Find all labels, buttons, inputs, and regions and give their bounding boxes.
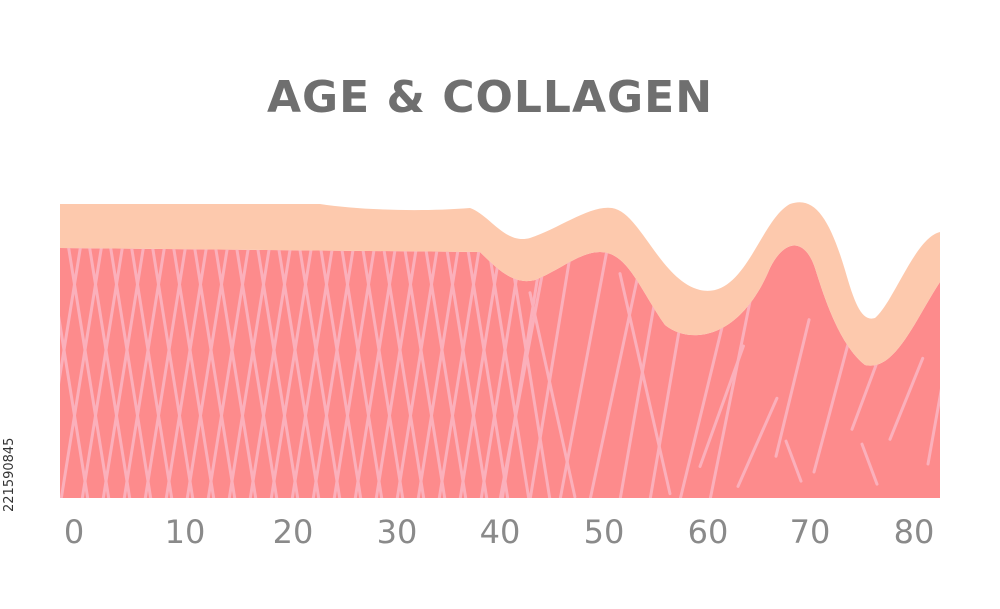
axis-tick-10: 10: [165, 513, 206, 551]
collagen-fiber-9: [122, 245, 174, 498]
axis-tick-40: 40: [480, 513, 521, 551]
collagen-fiber-21: [248, 245, 300, 498]
age-axis: 0 10 20 30 40 50 60 70 80: [64, 513, 935, 551]
collagen-fiber-52: [618, 272, 672, 496]
collagen-fiber-19: [227, 245, 279, 498]
collagen-fiber-11: [143, 245, 195, 498]
collagen-fiber-56: [698, 344, 745, 468]
axis-tick-70: 70: [790, 513, 831, 551]
collagen-fiber-3: [60, 245, 111, 498]
axis-tick-80: 80: [894, 513, 935, 551]
collagen-fiber-7: [101, 245, 153, 498]
collagen-fiber-46: [498, 245, 552, 498]
collagen-fiber-49: [558, 245, 614, 498]
axis-tick-20: 20: [273, 513, 314, 551]
collagen-fiber-59: [784, 439, 803, 483]
collagen-fiber-13: [164, 245, 216, 498]
collagen-fibers: [60, 245, 940, 498]
collagen-fiber-17: [206, 245, 258, 498]
collagen-fiber-62: [860, 442, 879, 486]
collagen-fiber-15: [185, 245, 237, 498]
collagen-fiber-1: [60, 245, 90, 498]
collagen-fiber-58: [774, 318, 811, 458]
epidermis-layer: [60, 202, 940, 366]
collagen-fiber-50: [588, 245, 648, 498]
collagen-fiber-57: [736, 396, 779, 488]
collagen-fiber-63: [888, 356, 925, 441]
axis-tick-60: 60: [688, 513, 729, 551]
collagen-fiber-47: [528, 245, 577, 498]
axis-tick-30: 30: [377, 513, 418, 551]
axis-tick-50: 50: [584, 513, 625, 551]
collagen-fiber-5: [80, 245, 132, 498]
axis-tick-0: 0: [64, 513, 84, 551]
diagram-title: AGE & COLLAGEN: [266, 72, 714, 123]
collagen-fiber-64: [926, 289, 940, 466]
